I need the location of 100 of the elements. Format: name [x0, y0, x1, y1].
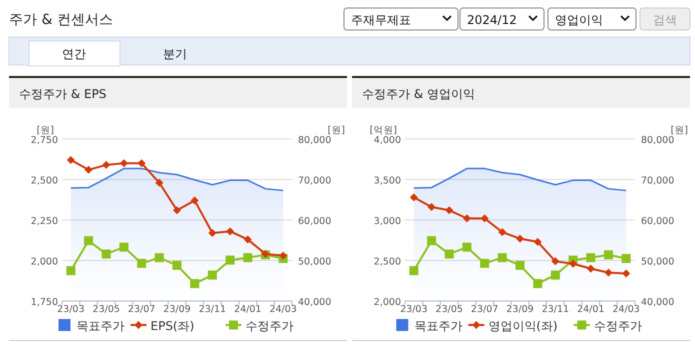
y2-tick-label: 70,000: [641, 176, 674, 186]
point: [462, 242, 472, 252]
y2-tick-label: 50,000: [641, 256, 674, 268]
point: [550, 270, 560, 280]
text: 주재무제표: [351, 13, 411, 27]
point: [516, 234, 524, 243]
y2-tick-label: 40,000: [641, 297, 674, 308]
y-tick-label: 4,000: [374, 135, 401, 146]
x-tick-label: 24/03: [269, 304, 297, 315]
y2-tick-label: 50,000: [298, 256, 332, 268]
y2-tick-label: 60,000: [641, 216, 674, 227]
point: [244, 235, 252, 244]
y-tick-label: 2,750: [30, 135, 58, 146]
x-tick-label: 23/11: [198, 304, 226, 315]
y2-tick-label: 80,000: [641, 135, 674, 146]
y-tick-label: 2,000: [374, 297, 401, 308]
point: [498, 228, 506, 236]
point: [462, 214, 471, 222]
point: [428, 203, 436, 212]
x-tick-label: 23/09: [506, 304, 534, 315]
legend-label: 수정주가: [246, 319, 294, 333]
x-tick-label: 24/03: [612, 304, 640, 315]
text: 2024/12: [467, 13, 517, 27]
y2-axis-title: [원]: [670, 125, 688, 136]
x-tick-label: 23/07: [470, 304, 498, 315]
point: [409, 266, 418, 276]
point: [533, 279, 542, 288]
point: [155, 178, 164, 187]
x-tick-label: 23/03: [400, 304, 428, 315]
point: [102, 160, 110, 169]
point: [154, 253, 164, 262]
point: [119, 242, 128, 252]
point: [622, 269, 630, 278]
point: [410, 193, 418, 202]
point: [120, 159, 128, 168]
point: [534, 238, 542, 246]
legend-label: EPS(좌): [150, 319, 194, 333]
y2-tick-label: 60,000: [298, 216, 332, 227]
point: [208, 228, 216, 237]
point: [586, 264, 595, 273]
point: [173, 206, 181, 214]
text: 영업이익: [555, 13, 603, 27]
y-tick-label: 3,500: [374, 176, 401, 186]
y2-axis-title: [원]: [328, 125, 345, 136]
point: [66, 156, 75, 164]
text: 주가 & 컨센서스: [9, 12, 113, 28]
chart-title: 수정주가 & 영업이익: [362, 87, 475, 101]
point: [604, 250, 613, 260]
point: [137, 258, 146, 268]
point: [243, 253, 252, 262]
legend-label: 목표주가: [414, 319, 462, 333]
y-tick-label: 1,750: [30, 297, 58, 308]
point: [190, 279, 200, 288]
point: [208, 270, 217, 280]
legend-label: 목표주가: [76, 319, 124, 333]
legend-label: 수정주가: [594, 319, 642, 333]
point: [480, 258, 490, 268]
point: [66, 266, 76, 276]
point: [172, 260, 182, 270]
point: [569, 260, 578, 268]
y2-tick-label: 70,000: [298, 176, 332, 186]
point: [516, 260, 524, 270]
y-tick-label: 3,000: [374, 216, 401, 227]
y2-tick-label: 80,000: [298, 135, 332, 146]
point: [498, 253, 507, 262]
point: [226, 227, 234, 236]
y-axis-title: [억원]: [370, 125, 397, 136]
x-tick-label: 23/07: [128, 304, 156, 315]
point: [138, 159, 146, 168]
text: 분기: [163, 47, 187, 61]
point: [445, 206, 454, 214]
legend-label: 영업이익(좌): [488, 319, 558, 333]
point: [604, 268, 612, 277]
point: [427, 236, 436, 246]
x-tick-label: 23/03: [57, 304, 85, 315]
x-tick-label: 23/11: [542, 304, 570, 315]
text: 검색: [653, 13, 677, 27]
x-tick-label: 23/09: [163, 304, 191, 315]
point: [226, 256, 235, 265]
chart-title: 수정주가 & EPS: [19, 87, 106, 101]
point: [622, 254, 631, 263]
point: [586, 253, 596, 262]
point: [84, 166, 93, 174]
x-tick-label: 23/05: [92, 304, 120, 315]
y2-tick-label: 40,000: [298, 297, 332, 308]
y-tick-label: 2,500: [30, 176, 58, 186]
y-tick-label: 2,250: [30, 216, 58, 227]
point: [551, 257, 560, 266]
point: [190, 196, 199, 205]
point: [102, 250, 111, 259]
y-tick-label: 2,500: [374, 256, 401, 268]
point: [279, 252, 288, 260]
x-tick-label: 24/01: [577, 304, 604, 315]
text: 연간: [62, 47, 86, 61]
point: [84, 236, 94, 246]
x-tick-label: 23/05: [436, 304, 463, 315]
y-axis-title: [원]: [36, 125, 54, 136]
y-tick-label: 2,000: [30, 256, 58, 268]
x-tick-label: 24/01: [234, 304, 262, 315]
point: [444, 250, 454, 259]
